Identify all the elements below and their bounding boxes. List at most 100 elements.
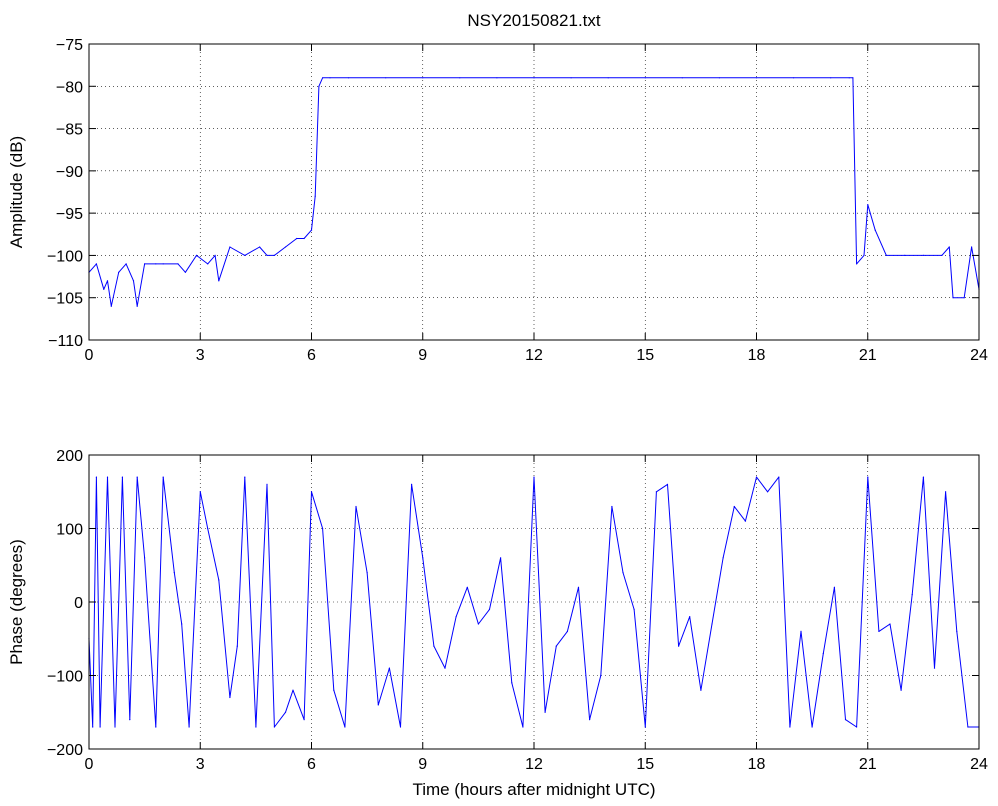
x-tick-label: 18 [748, 756, 766, 773]
data-point [889, 623, 891, 625]
data-point [184, 271, 186, 273]
data-point [874, 229, 876, 231]
data-point [310, 229, 313, 231]
data-point [544, 711, 546, 713]
data-point [607, 77, 609, 79]
data-point [188, 726, 190, 728]
x-tick-label: 3 [196, 347, 205, 364]
y-tick-label: −90 [56, 164, 83, 181]
data-point [945, 491, 947, 493]
data-point [533, 476, 535, 478]
data-point [848, 77, 850, 79]
data-point [95, 476, 97, 478]
data-point [144, 557, 146, 559]
y-axis-label: Phase (degrees) [7, 539, 26, 665]
data-point [333, 689, 335, 691]
data-point [218, 280, 220, 282]
data-point [900, 689, 902, 691]
data-point [121, 476, 123, 478]
data-point [878, 630, 880, 633]
data-point [555, 645, 557, 647]
y-tick-label: −200 [47, 742, 83, 759]
data-point [622, 572, 624, 574]
data-point [644, 77, 646, 79]
x-axis-label: Time (hours after midnight UTC) [412, 780, 655, 799]
data-point [744, 520, 747, 522]
data-point [144, 263, 146, 265]
data-point [244, 476, 246, 478]
data-point [195, 254, 198, 256]
amplitude-panel: 0 3 6 9 12 15 18 21 24 −75 −80 −85 −90 −95 −100 −105 −11… [7, 37, 988, 364]
data-point [444, 667, 446, 669]
x-tick-label: 24 [970, 347, 988, 364]
data-point [822, 652, 824, 655]
data-point [767, 491, 769, 493]
data-point [811, 726, 813, 728]
data-point [366, 572, 368, 574]
data-point [310, 491, 313, 493]
data-point [511, 682, 513, 684]
data-point [600, 674, 602, 677]
data-point [136, 476, 138, 478]
data-point [273, 254, 275, 256]
data-point [885, 254, 887, 256]
data-point [789, 726, 791, 728]
y-tick-label: −110 [48, 333, 83, 350]
data-point [755, 77, 758, 79]
y-tick-label: 100 [56, 522, 83, 539]
data-point [296, 237, 298, 240]
data-point [922, 476, 925, 478]
data-point [284, 711, 287, 713]
data-point [207, 263, 209, 265]
data-point [173, 572, 175, 574]
x-tick-label: 21 [859, 347, 877, 364]
data-point [566, 630, 569, 633]
data-point [830, 77, 832, 79]
x-tick-label: 24 [970, 756, 988, 773]
data-point [700, 689, 702, 691]
x-tick-label: 15 [636, 756, 654, 773]
data-point [95, 263, 97, 265]
data-point [856, 726, 858, 728]
data-point [399, 726, 402, 728]
data-point [952, 297, 954, 299]
data-point [577, 586, 580, 588]
y-axis-label: Amplitude (dB) [7, 136, 26, 248]
data-point [911, 594, 913, 596]
data-point [633, 608, 635, 611]
data-point [904, 254, 906, 256]
x-tick-label: 0 [85, 347, 94, 364]
data-point [303, 237, 305, 240]
y-tick-label: −75 [56, 37, 83, 54]
y-tick-label: −95 [56, 206, 83, 223]
x-tick-label: 3 [196, 756, 205, 773]
data-point [355, 505, 357, 508]
data-point [207, 527, 209, 530]
data-point [99, 726, 101, 728]
data-point [433, 645, 435, 647]
data-point [941, 254, 943, 256]
data-point [500, 557, 502, 559]
data-point [778, 476, 780, 478]
data-point [722, 557, 724, 559]
data-point [229, 696, 231, 699]
data-point [218, 579, 220, 581]
data-point [681, 77, 683, 79]
data-point [867, 476, 869, 478]
data-point [329, 77, 331, 79]
data-point [292, 689, 294, 691]
data-point [162, 476, 164, 478]
data-point [132, 280, 135, 282]
data-point [644, 726, 646, 728]
data-point [971, 246, 973, 248]
data-point [655, 491, 658, 493]
data-point [755, 476, 758, 478]
x-tick-label: 0 [85, 756, 94, 773]
data-point [155, 263, 157, 265]
data-point [314, 195, 316, 197]
data-point [422, 557, 424, 559]
data-point [967, 726, 969, 728]
y-tick-label: 200 [56, 448, 83, 465]
data-point [711, 623, 713, 625]
data-point [181, 623, 183, 625]
